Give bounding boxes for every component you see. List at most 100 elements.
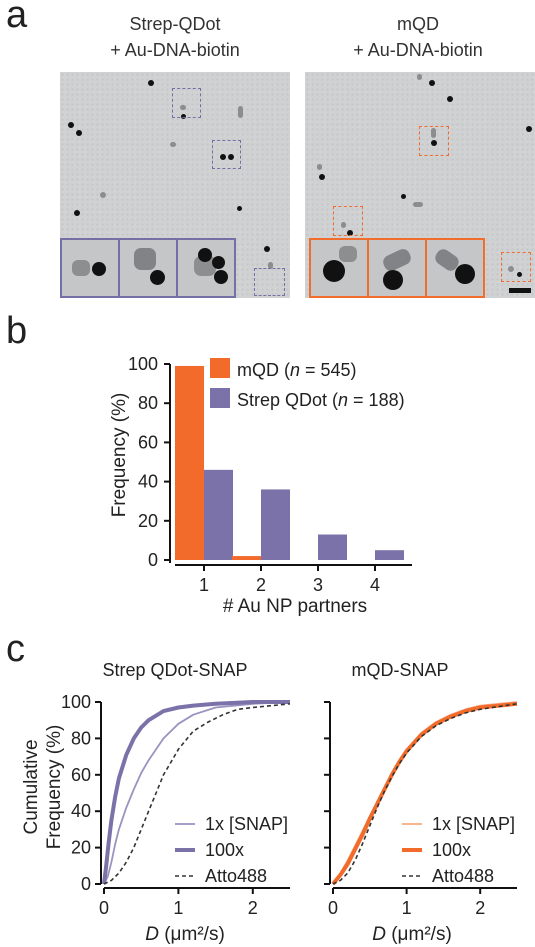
x-tick-label: 2 bbox=[248, 898, 258, 918]
x-tick-label: 0 bbox=[99, 898, 109, 918]
highlight-box bbox=[172, 88, 201, 118]
legend-swatch-mqd bbox=[210, 358, 230, 378]
panel-a-left-title-line1: Strep-QDot bbox=[129, 14, 221, 34]
gold-nanoparticle bbox=[76, 130, 82, 136]
panel-a-right-title-line1: mQD bbox=[397, 14, 439, 34]
histogram-chart: 0 20 40 60 80 100 1 2 3 4 mQD (n = 545) Strep QDo… bbox=[109, 354, 412, 617]
cdf-line-dashed bbox=[103, 703, 291, 885]
gold-nanoparticle bbox=[517, 272, 522, 277]
cdf-left-xlabel: D (μm²/s) bbox=[145, 924, 225, 945]
histogram-legend: mQD (n = 545) Strep QDot (n = 188) bbox=[210, 358, 405, 410]
legend-label-thick: 100x bbox=[205, 840, 244, 860]
quantum-dot bbox=[417, 74, 422, 80]
gold-nanoparticle bbox=[447, 96, 453, 102]
y-tick-label: 20 bbox=[71, 838, 91, 858]
cdf-line-thick bbox=[102, 700, 290, 885]
gold-nanoparticle bbox=[323, 260, 345, 282]
legend-label-dashed: Atto488 bbox=[205, 866, 267, 886]
cdf-line-thick bbox=[331, 701, 518, 886]
cdf-left-legend: 1x [SNAP] 100x Atto488 bbox=[175, 814, 288, 886]
panel-b-letter: b bbox=[6, 310, 28, 352]
x-tick-label: 1 bbox=[199, 575, 209, 595]
bar-strep-2 bbox=[261, 489, 290, 560]
y-tick-label: 0 bbox=[81, 874, 91, 894]
gold-nanoparticle bbox=[150, 270, 165, 285]
inset-image bbox=[62, 240, 120, 296]
inset-image bbox=[427, 240, 483, 296]
y-tick-label: 80 bbox=[71, 728, 91, 748]
gold-nanoparticle bbox=[92, 262, 106, 276]
gold-nanoparticle bbox=[237, 206, 242, 211]
quantum-dot bbox=[170, 142, 176, 147]
gold-nanoparticle bbox=[401, 194, 406, 199]
gold-nanoparticle bbox=[148, 80, 154, 86]
gold-nanoparticle bbox=[383, 270, 403, 290]
cdf-line-thin bbox=[332, 701, 518, 885]
bar-strep-1 bbox=[204, 469, 233, 560]
x-tick-label: 4 bbox=[370, 575, 380, 595]
gold-nanoparticle bbox=[220, 154, 226, 160]
gold-nanoparticle bbox=[214, 270, 228, 284]
gold-nanoparticle bbox=[431, 140, 437, 146]
inset-image bbox=[369, 240, 427, 296]
y-tick-label: 60 bbox=[71, 765, 91, 785]
mqd-micrograph bbox=[305, 72, 535, 298]
highlight-box bbox=[212, 140, 241, 169]
gold-nanoparticle bbox=[429, 80, 435, 86]
quantum-dot bbox=[194, 256, 216, 276]
quantum-dot bbox=[413, 202, 423, 207]
histogram-xlabel: # Au NP partners bbox=[223, 596, 367, 617]
quantum-dot bbox=[508, 266, 514, 272]
x-tick-label: 2 bbox=[256, 575, 266, 595]
cdf-left-plot: 0 20 40 60 80 100 0 1 2 bbox=[61, 692, 291, 918]
legend-swatch-strep bbox=[210, 388, 230, 408]
highlight-box bbox=[333, 206, 363, 236]
quantum-dot bbox=[341, 222, 346, 228]
cdf-line-thin bbox=[103, 701, 291, 885]
quantum-dot bbox=[339, 246, 357, 262]
cdf-right-legend: 1x [SNAP] 100x Atto488 bbox=[402, 814, 515, 886]
histogram-axes: 0 20 40 60 80 100 1 2 3 4 bbox=[128, 354, 412, 595]
legend-label-thin: 1x [SNAP] bbox=[432, 814, 515, 834]
gold-nanoparticle bbox=[347, 230, 353, 236]
gold-nanoparticle bbox=[526, 126, 532, 132]
quantum-dot bbox=[180, 105, 186, 110]
cdf-charts: Strep QDot-SNAP mQD-SNAP Cumulative Freq… bbox=[21, 660, 518, 945]
mqd-inset-row bbox=[309, 238, 485, 298]
highlight-box bbox=[501, 252, 531, 282]
gold-nanoparticle bbox=[68, 122, 74, 128]
cdf-right-xlabel: D (μm²/s) bbox=[372, 924, 452, 945]
scale-bar bbox=[509, 288, 531, 293]
inset-image bbox=[311, 240, 369, 296]
cdf-line-dashed bbox=[332, 703, 518, 885]
legend-label-thin: 1x [SNAP] bbox=[205, 814, 288, 834]
quantum-dot bbox=[431, 128, 436, 138]
panel-a-left-title-line2: + Au-DNA-biotin bbox=[110, 40, 240, 60]
quantum-dot bbox=[238, 106, 243, 118]
gold-nanoparticle bbox=[74, 210, 80, 216]
x-tick-label: 2 bbox=[475, 898, 485, 918]
quantum-dot bbox=[72, 260, 90, 276]
panel-a-right-title-line2: + Au-DNA-biotin bbox=[353, 40, 483, 60]
legend-label-strep: Strep QDot (n = 188) bbox=[237, 390, 405, 410]
histogram-bars bbox=[175, 365, 404, 560]
gold-nanoparticle bbox=[264, 246, 270, 252]
gold-nanoparticle bbox=[198, 248, 212, 262]
gold-nanoparticle bbox=[212, 256, 225, 269]
gold-nanoparticle bbox=[319, 174, 325, 180]
y-tick-label: 80 bbox=[138, 393, 158, 413]
highlight-box bbox=[254, 268, 285, 296]
y-tick-label: 60 bbox=[138, 432, 158, 452]
y-tick-label: 20 bbox=[138, 511, 158, 531]
cdf-right-plot: 0 1 2 bbox=[324, 701, 518, 918]
x-tick-label: 0 bbox=[328, 898, 338, 918]
histogram-ylabel: Frequency (%) bbox=[109, 393, 130, 518]
gold-nanoparticle bbox=[228, 154, 234, 160]
y-tick-label: 100 bbox=[61, 692, 91, 712]
cdf-right-title: mQD-SNAP bbox=[351, 660, 448, 680]
panel-c-letter: c bbox=[6, 628, 25, 670]
gold-nanoparticle bbox=[181, 114, 186, 119]
legend-label-mqd: mQD (n = 545) bbox=[237, 360, 357, 380]
cdf-left-title: Strep QDot-SNAP bbox=[102, 660, 247, 680]
quantum-dot bbox=[317, 164, 322, 170]
